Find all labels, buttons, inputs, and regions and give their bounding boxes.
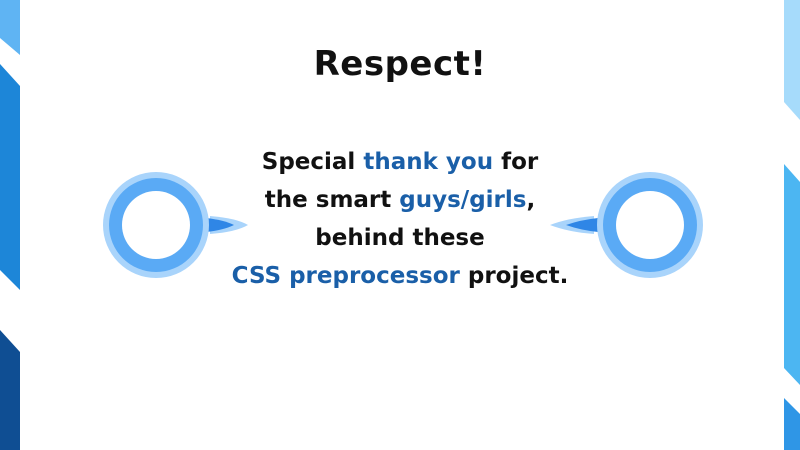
message-line-2: the smart guys/girls, [264, 187, 536, 213]
highlight-thank-you: thank you [363, 149, 494, 175]
highlight-css-preprocessor: CSS preprocessor [231, 263, 460, 289]
thank-you-message: Special thank you for the smart guys/gir… [200, 143, 600, 295]
magnifier-left-icon [103, 172, 248, 278]
left-decorative-stripe [0, 0, 20, 450]
slide-title: Respect! [313, 44, 487, 84]
message-line-4: CSS preprocessor project. [231, 263, 569, 289]
magnifier-right-icon [550, 172, 703, 278]
highlight-guys-girls: guys/girls [399, 187, 527, 213]
message-line-1: Special thank you for [261, 149, 539, 175]
message-line-3: behind these [315, 225, 485, 251]
right-decorative-stripe [784, 0, 800, 450]
